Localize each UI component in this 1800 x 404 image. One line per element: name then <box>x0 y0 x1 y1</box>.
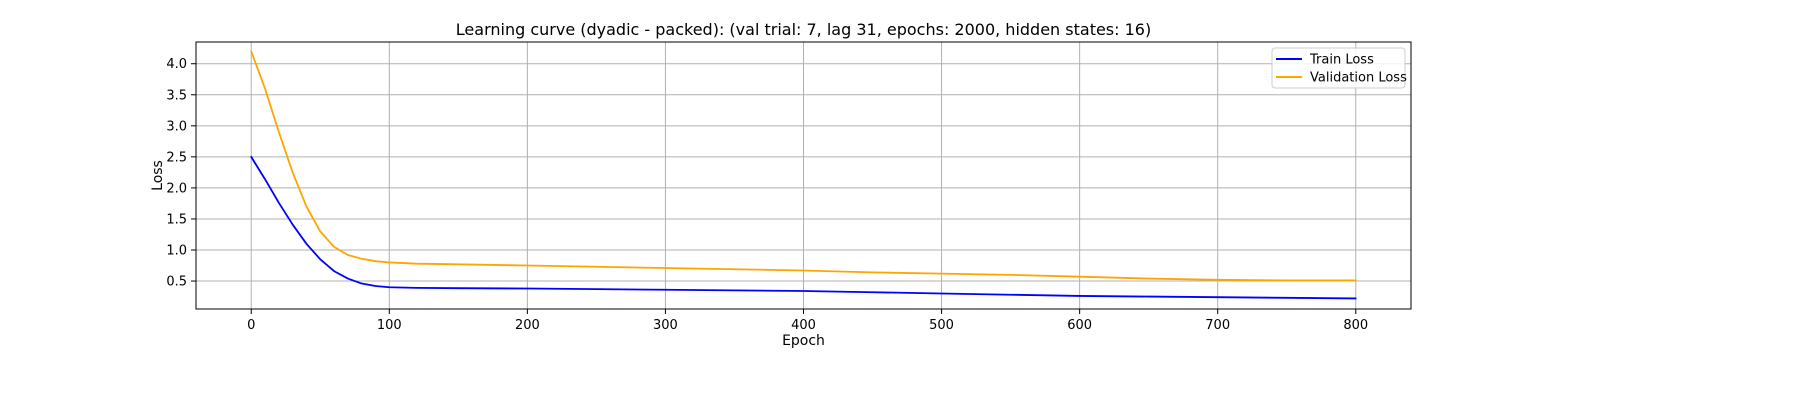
y-tick-label: 4.0 <box>166 57 187 72</box>
x-tick-label: 700 <box>1205 318 1230 333</box>
legend-label-train-loss: Train Loss <box>1309 53 1374 68</box>
x-tick-label: 0 <box>247 318 255 333</box>
legend-label-validation-loss: Validation Loss <box>1310 71 1407 86</box>
x-tick-label: 500 <box>929 318 954 333</box>
x-tick-label: 100 <box>377 318 402 333</box>
y-tick-label: 1.0 <box>166 244 187 259</box>
series-line-train-loss <box>250 155 1357 300</box>
chart-title: Learning curve (dyadic - packed): (val t… <box>456 20 1151 39</box>
series-line-validation-loss <box>250 50 1357 282</box>
x-axis-label: Epoch <box>782 333 825 349</box>
x-tick-label: 800 <box>1343 318 1368 333</box>
y-tick-label: 3.5 <box>166 88 187 103</box>
x-tick-label: 300 <box>653 318 678 333</box>
legend: Train Loss Validation Loss <box>1271 47 1407 89</box>
tick-layer: 0 100 200 300 400 500 600 700 800 0.5 1.0 1.5 2.0 2.5… <box>166 57 1368 333</box>
legend-box <box>1271 47 1406 89</box>
grid-layer <box>196 42 1411 309</box>
y-tick-label: 1.5 <box>166 212 187 227</box>
y-tick-label: 0.5 <box>166 275 187 290</box>
x-tick-label: 200 <box>515 318 540 333</box>
y-axis-label: Loss <box>150 160 166 191</box>
series-layer <box>250 50 1357 300</box>
y-tick-label: 2.5 <box>166 150 187 165</box>
y-tick-label: 3.0 <box>166 119 187 134</box>
y-tick-label: 2.0 <box>166 181 187 196</box>
x-tick-label: 600 <box>1067 318 1092 333</box>
x-tick-label: 400 <box>791 318 816 333</box>
